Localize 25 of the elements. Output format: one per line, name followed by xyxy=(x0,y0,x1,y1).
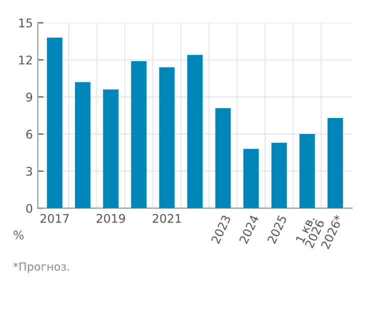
x-tick-label: 2023 xyxy=(210,214,231,244)
bar xyxy=(299,134,315,208)
y-tick-label: 0 xyxy=(26,204,32,213)
bar xyxy=(271,142,287,208)
y-tick-label: 6 xyxy=(26,130,32,139)
x-tick-label: 2025 xyxy=(266,214,287,244)
bar xyxy=(46,38,62,208)
y-tick-label: 15 xyxy=(19,18,32,28)
bar xyxy=(103,90,119,208)
bar xyxy=(187,54,203,208)
bar xyxy=(159,67,175,208)
bar xyxy=(75,82,90,208)
y-tick-label: 9 xyxy=(26,92,32,102)
x-tick-label: 2024 xyxy=(238,214,260,244)
text: *Прогноз. xyxy=(13,262,69,273)
x-tick-label: 2017 xyxy=(40,214,69,223)
x-tick-label: 2021 xyxy=(152,214,181,223)
y-tick-label: 12 xyxy=(19,56,32,64)
bar xyxy=(215,108,231,208)
bar xyxy=(131,61,147,208)
bar xyxy=(243,148,259,208)
y-axis-title: % xyxy=(14,230,24,240)
bar xyxy=(328,118,343,208)
y-tick-label: 3 xyxy=(26,166,32,176)
x-tick-label: 2019 xyxy=(96,214,125,223)
